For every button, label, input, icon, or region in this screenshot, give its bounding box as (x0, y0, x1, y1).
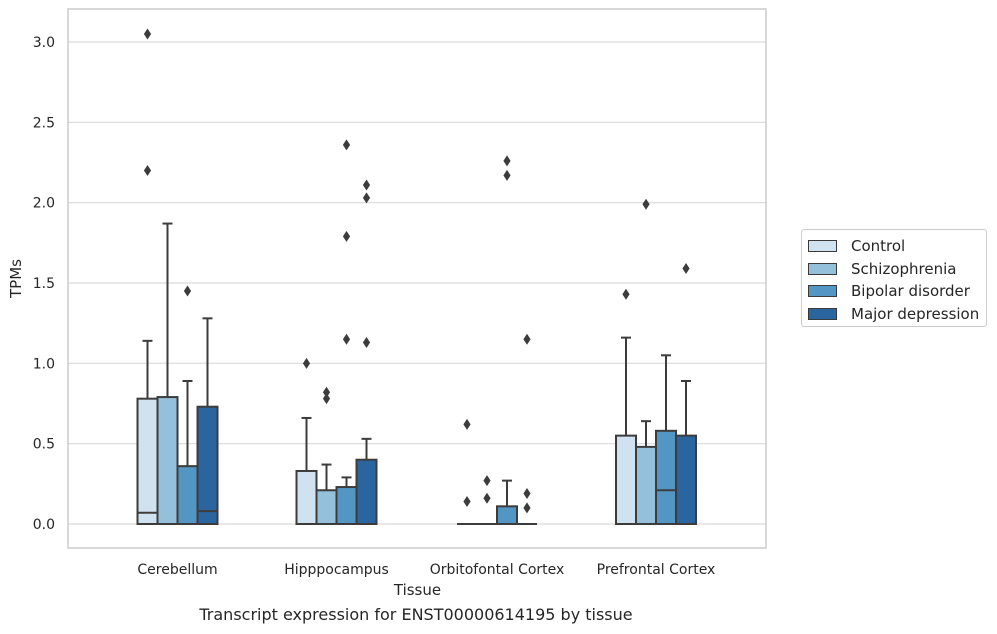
legend-swatch-bipolar-disorder (808, 285, 837, 298)
box-major-depression-orbitofontal-cortex (517, 333, 537, 525)
box-major-depression-hipppocampus (355, 179, 378, 526)
y-tick-label: 2.0 (33, 196, 55, 212)
outlier-point (523, 502, 531, 514)
legend-swatch-major-depression (808, 307, 837, 320)
outlier-point (483, 475, 491, 487)
outlier-point (342, 230, 351, 242)
legend-label-bipolar-disorder: Bipolar disorder (851, 282, 970, 301)
outlier-point (342, 333, 351, 345)
x-tick-label: Orbitofontal Cortex (430, 562, 565, 578)
outlier-point (503, 169, 511, 181)
outlier-point (523, 487, 531, 499)
outlier-point (143, 165, 152, 177)
outlier-point (682, 263, 690, 275)
y-tick-label: 2.5 (33, 115, 55, 131)
outlier-point (143, 28, 152, 40)
outlier-point (322, 386, 331, 398)
outlier-point (302, 357, 311, 369)
outlier-point (463, 418, 471, 430)
box-control-prefrontal-cortex (615, 288, 637, 525)
box-control-orbitofontal-cortex (457, 418, 477, 525)
box-control-hipppocampus (295, 357, 318, 526)
figure-caption: Transcript expression for ENST0000061419… (199, 605, 633, 624)
outlier-point (483, 492, 491, 504)
outlier-point (622, 288, 630, 300)
legend-item-schizophrenia: Schizophrenia (808, 258, 986, 281)
legend-swatch-schizophrenia (808, 262, 837, 275)
box-schizophrenia-cerebellum (156, 222, 179, 525)
x-tick-label: Cerebellum (137, 562, 217, 578)
box-rect (355, 458, 378, 526)
outlier-point (322, 393, 331, 405)
y-tick-label: 1.5 (33, 276, 55, 292)
box-bipolar-disorder-orbitofontal-cortex (496, 155, 518, 525)
legend-label-schizophrenia: Schizophrenia (851, 259, 957, 278)
box-rect (496, 505, 518, 525)
box-major-depression-cerebellum (196, 317, 219, 526)
box-rect (196, 405, 219, 526)
outlier-point (362, 336, 371, 348)
plot-frame (67, 8, 767, 549)
legend-label-major-depression: Major depression (851, 304, 980, 323)
outlier-point (342, 139, 351, 151)
legend-label-control: Control (851, 237, 906, 256)
box-major-depression-prefrontal-cortex (675, 263, 697, 525)
outlier-point (642, 198, 650, 210)
legend-item-control: Control (808, 235, 986, 258)
outlier-point (463, 496, 471, 508)
box-rect (635, 445, 657, 526)
box-rect (136, 397, 159, 525)
x-axis-label: Tissue (393, 581, 441, 599)
legend-swatch-control (808, 240, 837, 253)
box-schizophrenia-orbitofontal-cortex (477, 475, 497, 525)
y-tick-label: 0.5 (33, 437, 55, 453)
box-rect (335, 486, 358, 525)
legend-item-bipolar-disorder: Bipolar disorder (808, 280, 986, 303)
box-rect (655, 429, 677, 525)
outlier-point (362, 192, 371, 204)
y-axis-label: TPMs (7, 259, 25, 299)
y-tick-label: 3.0 (33, 35, 55, 51)
box-rect (295, 469, 318, 526)
box-rect (675, 434, 697, 525)
box-rect (615, 434, 637, 525)
y-tick-label: 0.0 (33, 517, 55, 533)
box-bipolar-disorder-prefrontal-cortex (655, 354, 677, 525)
y-tick-label: 1.0 (33, 356, 55, 372)
legend: Control Schizophrenia Bipolar disorder M… (801, 229, 987, 327)
box-rect (315, 489, 338, 526)
x-tick-label: Hipppocampus (284, 562, 389, 578)
outlier-point (523, 333, 531, 345)
x-tick-label: Prefrontal Cortex (597, 562, 716, 578)
box-control-cerebellum (136, 28, 159, 525)
box-rect (156, 396, 179, 525)
outlier-point (503, 155, 511, 167)
box-bipolar-disorder-cerebellum (176, 285, 199, 526)
outlier-point (183, 285, 192, 297)
box-schizophrenia-hipppocampus (315, 386, 338, 526)
outlier-point (362, 179, 371, 191)
legend-item-major-depression: Major depression (808, 303, 986, 326)
box-rect (176, 465, 199, 526)
